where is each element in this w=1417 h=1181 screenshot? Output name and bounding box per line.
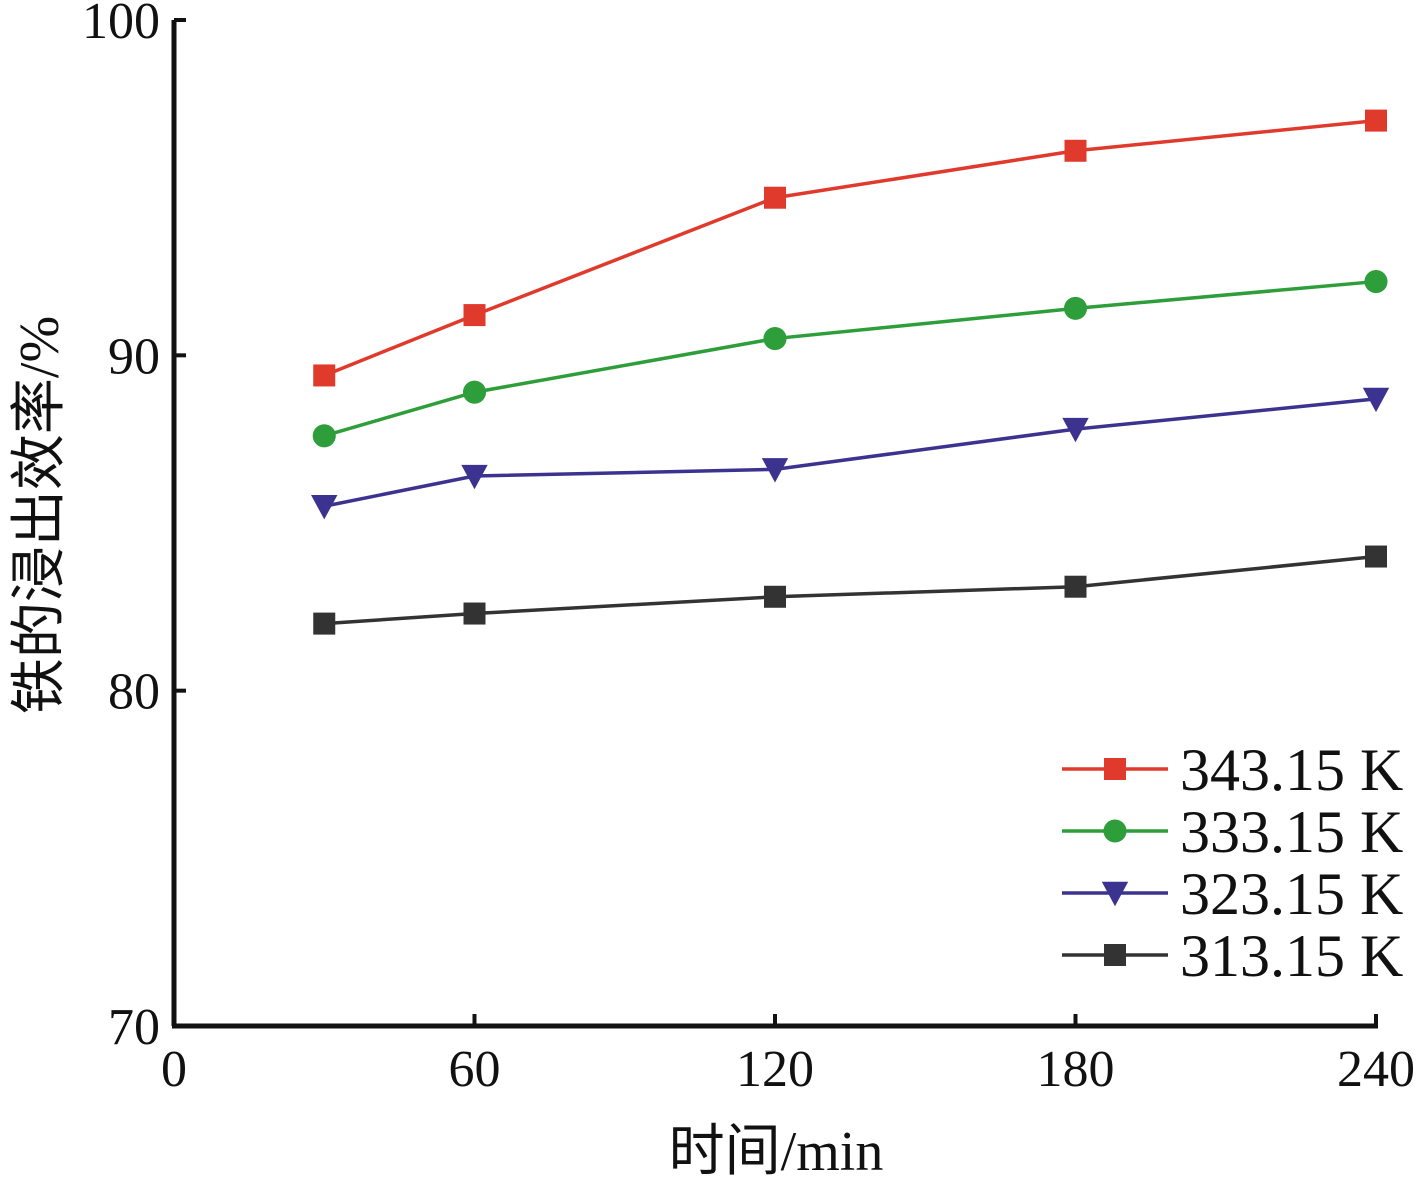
series-line-0 [323, 118, 1377, 378]
series-2-point [311, 495, 338, 520]
series-2-point [1062, 417, 1089, 443]
y-tick-label: 70 [108, 999, 160, 1056]
series-layer [311, 109, 1390, 635]
x-tick-label: 240 [1337, 1041, 1415, 1098]
series-3-point [313, 612, 336, 635]
series-2-point [761, 458, 789, 483]
legend-marker-2 [1101, 881, 1129, 907]
series-2-point [1362, 387, 1390, 413]
x-axis-title: 时间/min [669, 1121, 884, 1181]
series-0-point [313, 364, 336, 387]
series-3-point [1064, 575, 1087, 598]
x-tick-label: 60 [449, 1041, 501, 1098]
legend-marker-0 [1104, 758, 1126, 780]
series-3-point [764, 585, 786, 608]
legend-marker-1 [1103, 819, 1127, 843]
series-3-point [463, 602, 486, 625]
series-2-point [461, 464, 488, 490]
series-1-point [1063, 296, 1088, 320]
x-tick-label: 180 [1037, 1041, 1115, 1098]
x-tick-label: 0 [161, 1041, 187, 1098]
tick-layer: 0 60 120 180 240 70 80 90 100 [82, 0, 1415, 1098]
legend-label-0: 343.15 K [1180, 737, 1403, 803]
series-1-point [462, 380, 487, 404]
legend-label-3: 313.15 K [1180, 923, 1403, 989]
series-0-point [764, 186, 786, 209]
legend-marker-3 [1104, 944, 1126, 966]
series-0-point [1365, 109, 1387, 132]
series-1-point [312, 424, 336, 448]
series-1-point [763, 327, 787, 351]
series-3-point [1365, 545, 1387, 568]
series-line-2 [323, 397, 1377, 508]
legend-label-2: 323.15 K [1180, 861, 1403, 927]
legend-label-1: 333.15 K [1180, 799, 1403, 865]
y-tick-label: 100 [82, 0, 160, 50]
series-0-point [1064, 139, 1087, 162]
series-1-point [1364, 270, 1388, 294]
y-tick-label: 80 [108, 664, 160, 721]
series-0-point [463, 304, 486, 327]
y-tick-label: 90 [108, 328, 160, 385]
y-axis-title: 铁的浸出效率/% [9, 316, 71, 714]
x-tick-label: 120 [736, 1041, 814, 1098]
